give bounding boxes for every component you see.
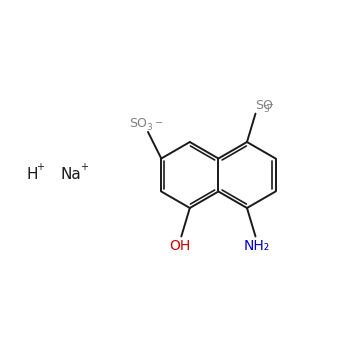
Text: SO: SO <box>255 99 273 112</box>
Text: +: + <box>80 162 88 172</box>
Text: −: − <box>266 100 274 110</box>
Text: 3: 3 <box>264 105 269 114</box>
Text: +: + <box>36 162 44 172</box>
Text: NH₂: NH₂ <box>244 239 270 253</box>
Text: Na: Na <box>61 168 81 182</box>
Text: H: H <box>27 168 38 182</box>
Text: 3: 3 <box>146 123 152 132</box>
Text: OH: OH <box>169 239 190 253</box>
Text: SO: SO <box>130 117 147 130</box>
Text: −: − <box>155 119 163 128</box>
